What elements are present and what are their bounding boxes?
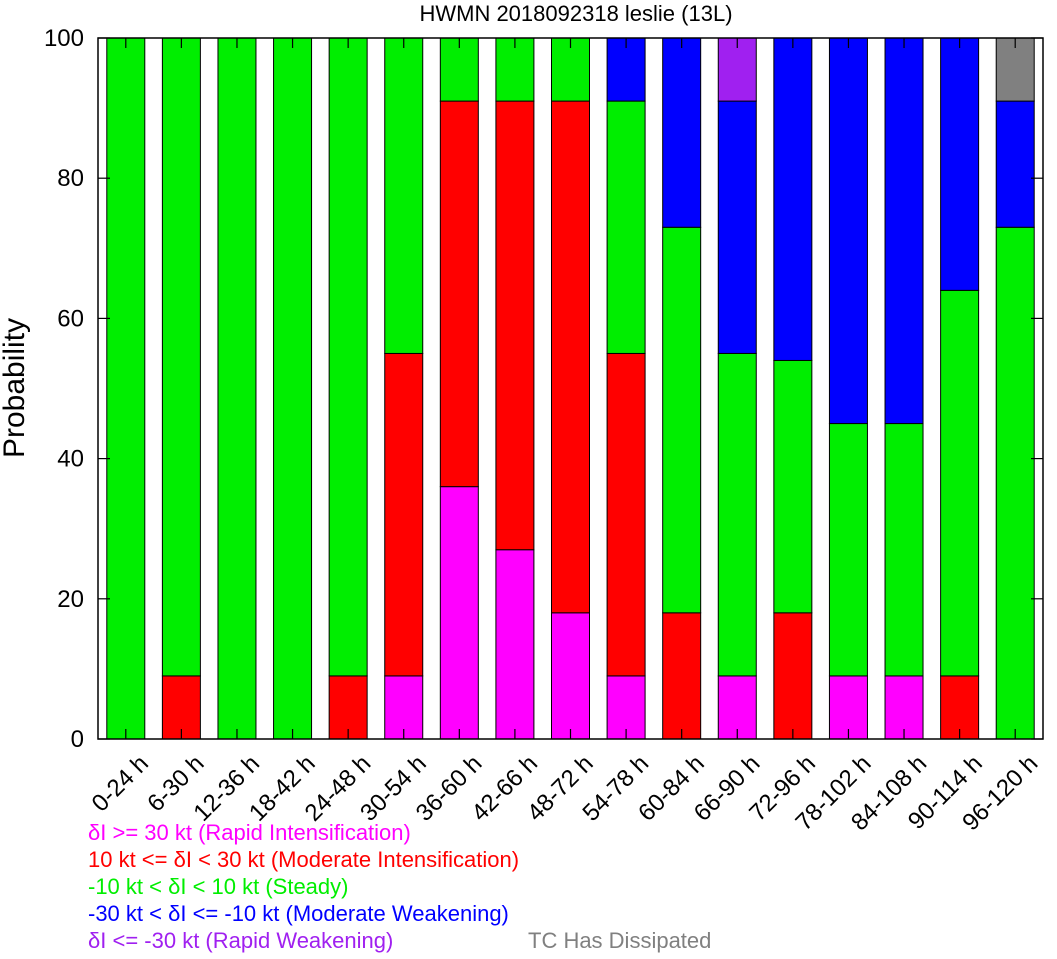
bar-segment-0-24h-s2 bbox=[106, 37, 146, 740]
bar-segment-6-30h-s1 bbox=[161, 675, 201, 740]
bar-segment-48-72h-s1 bbox=[551, 100, 590, 614]
y-tick-label: 100 bbox=[44, 25, 84, 52]
y-tick-label: 20 bbox=[57, 586, 84, 613]
bar-segment-96-120h-s3 bbox=[995, 100, 1035, 228]
bar-segment-36-60h-s0 bbox=[439, 486, 479, 740]
bar-segment-42-66h-s1 bbox=[495, 100, 535, 551]
legend-entry: δI >= 30 kt (Rapid Intensification) bbox=[88, 820, 411, 845]
bar-segment-36-60h-s2 bbox=[439, 37, 479, 102]
chart-title: HWMN 2018092318 leslie (13L) bbox=[419, 1, 732, 26]
bar-segment-30-54h-s2 bbox=[384, 37, 424, 354]
bars bbox=[106, 37, 1035, 740]
bar-segment-60-84h-s1 bbox=[662, 612, 702, 740]
legend-entry: TC Has Dissipated bbox=[528, 928, 712, 953]
bar-segment-42-66h-s0 bbox=[495, 549, 535, 740]
bar-segment-30-54h-s1 bbox=[384, 352, 424, 677]
bar-segment-42-66h-s2 bbox=[495, 37, 535, 102]
bar-segment-78-102h-s0 bbox=[828, 675, 868, 740]
bar-segment-24-48h-s2 bbox=[328, 37, 368, 677]
bar-segment-78-102h-s3 bbox=[828, 37, 868, 425]
bar-segment-60-84h-s3 bbox=[662, 37, 702, 228]
bar-segment-48-72h-s2 bbox=[551, 37, 590, 102]
y-tick-label: 60 bbox=[57, 305, 84, 332]
x-tick-label: 0-24 h bbox=[87, 750, 154, 817]
y-tick-label: 40 bbox=[57, 446, 84, 473]
y-tick-label: 0 bbox=[71, 726, 84, 753]
bar-segment-90-114h-s3 bbox=[940, 37, 980, 291]
legend-entry: δI <= -30 kt (Rapid Weakening) bbox=[88, 928, 394, 953]
bar-segment-24-48h-s1 bbox=[328, 675, 368, 740]
bar-segment-84-108h-s0 bbox=[884, 675, 924, 740]
y-axis-label: Probability bbox=[0, 318, 31, 458]
bar-segment-54-78h-s1 bbox=[606, 352, 646, 677]
legend-entry: -30 kt < δI <= -10 kt (Moderate Weakenin… bbox=[88, 901, 509, 926]
bar-segment-6-30h-s2 bbox=[161, 37, 201, 677]
bar-segment-72-96h-s1 bbox=[773, 612, 813, 740]
bar-segment-54-78h-s2 bbox=[606, 100, 646, 354]
bar-segment-78-102h-s2 bbox=[828, 423, 868, 677]
y-tick-label: 80 bbox=[57, 165, 84, 192]
bar-segment-36-60h-s1 bbox=[439, 100, 479, 488]
plot-frame bbox=[97, 37, 1044, 740]
bar-segment-66-90h-s2 bbox=[717, 352, 757, 677]
bar-segment-66-90h-s3 bbox=[717, 100, 757, 354]
bar-segment-54-78h-s3 bbox=[606, 37, 646, 102]
legend-entry: -10 kt < δI < 10 kt (Steady) bbox=[88, 874, 349, 899]
bar-segment-72-96h-s3 bbox=[773, 37, 813, 361]
bar-segment-12-36h-s2 bbox=[217, 37, 257, 740]
bar-segment-84-108h-s2 bbox=[884, 423, 924, 677]
bar-segment-48-72h-s0 bbox=[551, 612, 590, 740]
legend-entry: 10 kt <= δI < 30 kt (Moderate Intensific… bbox=[88, 847, 520, 872]
bar-segment-66-90h-s4 bbox=[717, 37, 757, 102]
bar-segment-96-120h-s2 bbox=[995, 226, 1035, 740]
bar-segment-90-114h-s2 bbox=[940, 289, 980, 677]
bar-segment-84-108h-s3 bbox=[884, 37, 924, 425]
bar-segment-18-42h-s2 bbox=[273, 37, 313, 740]
bar-segment-72-96h-s2 bbox=[773, 359, 813, 614]
bar-segment-60-84h-s2 bbox=[662, 226, 702, 614]
